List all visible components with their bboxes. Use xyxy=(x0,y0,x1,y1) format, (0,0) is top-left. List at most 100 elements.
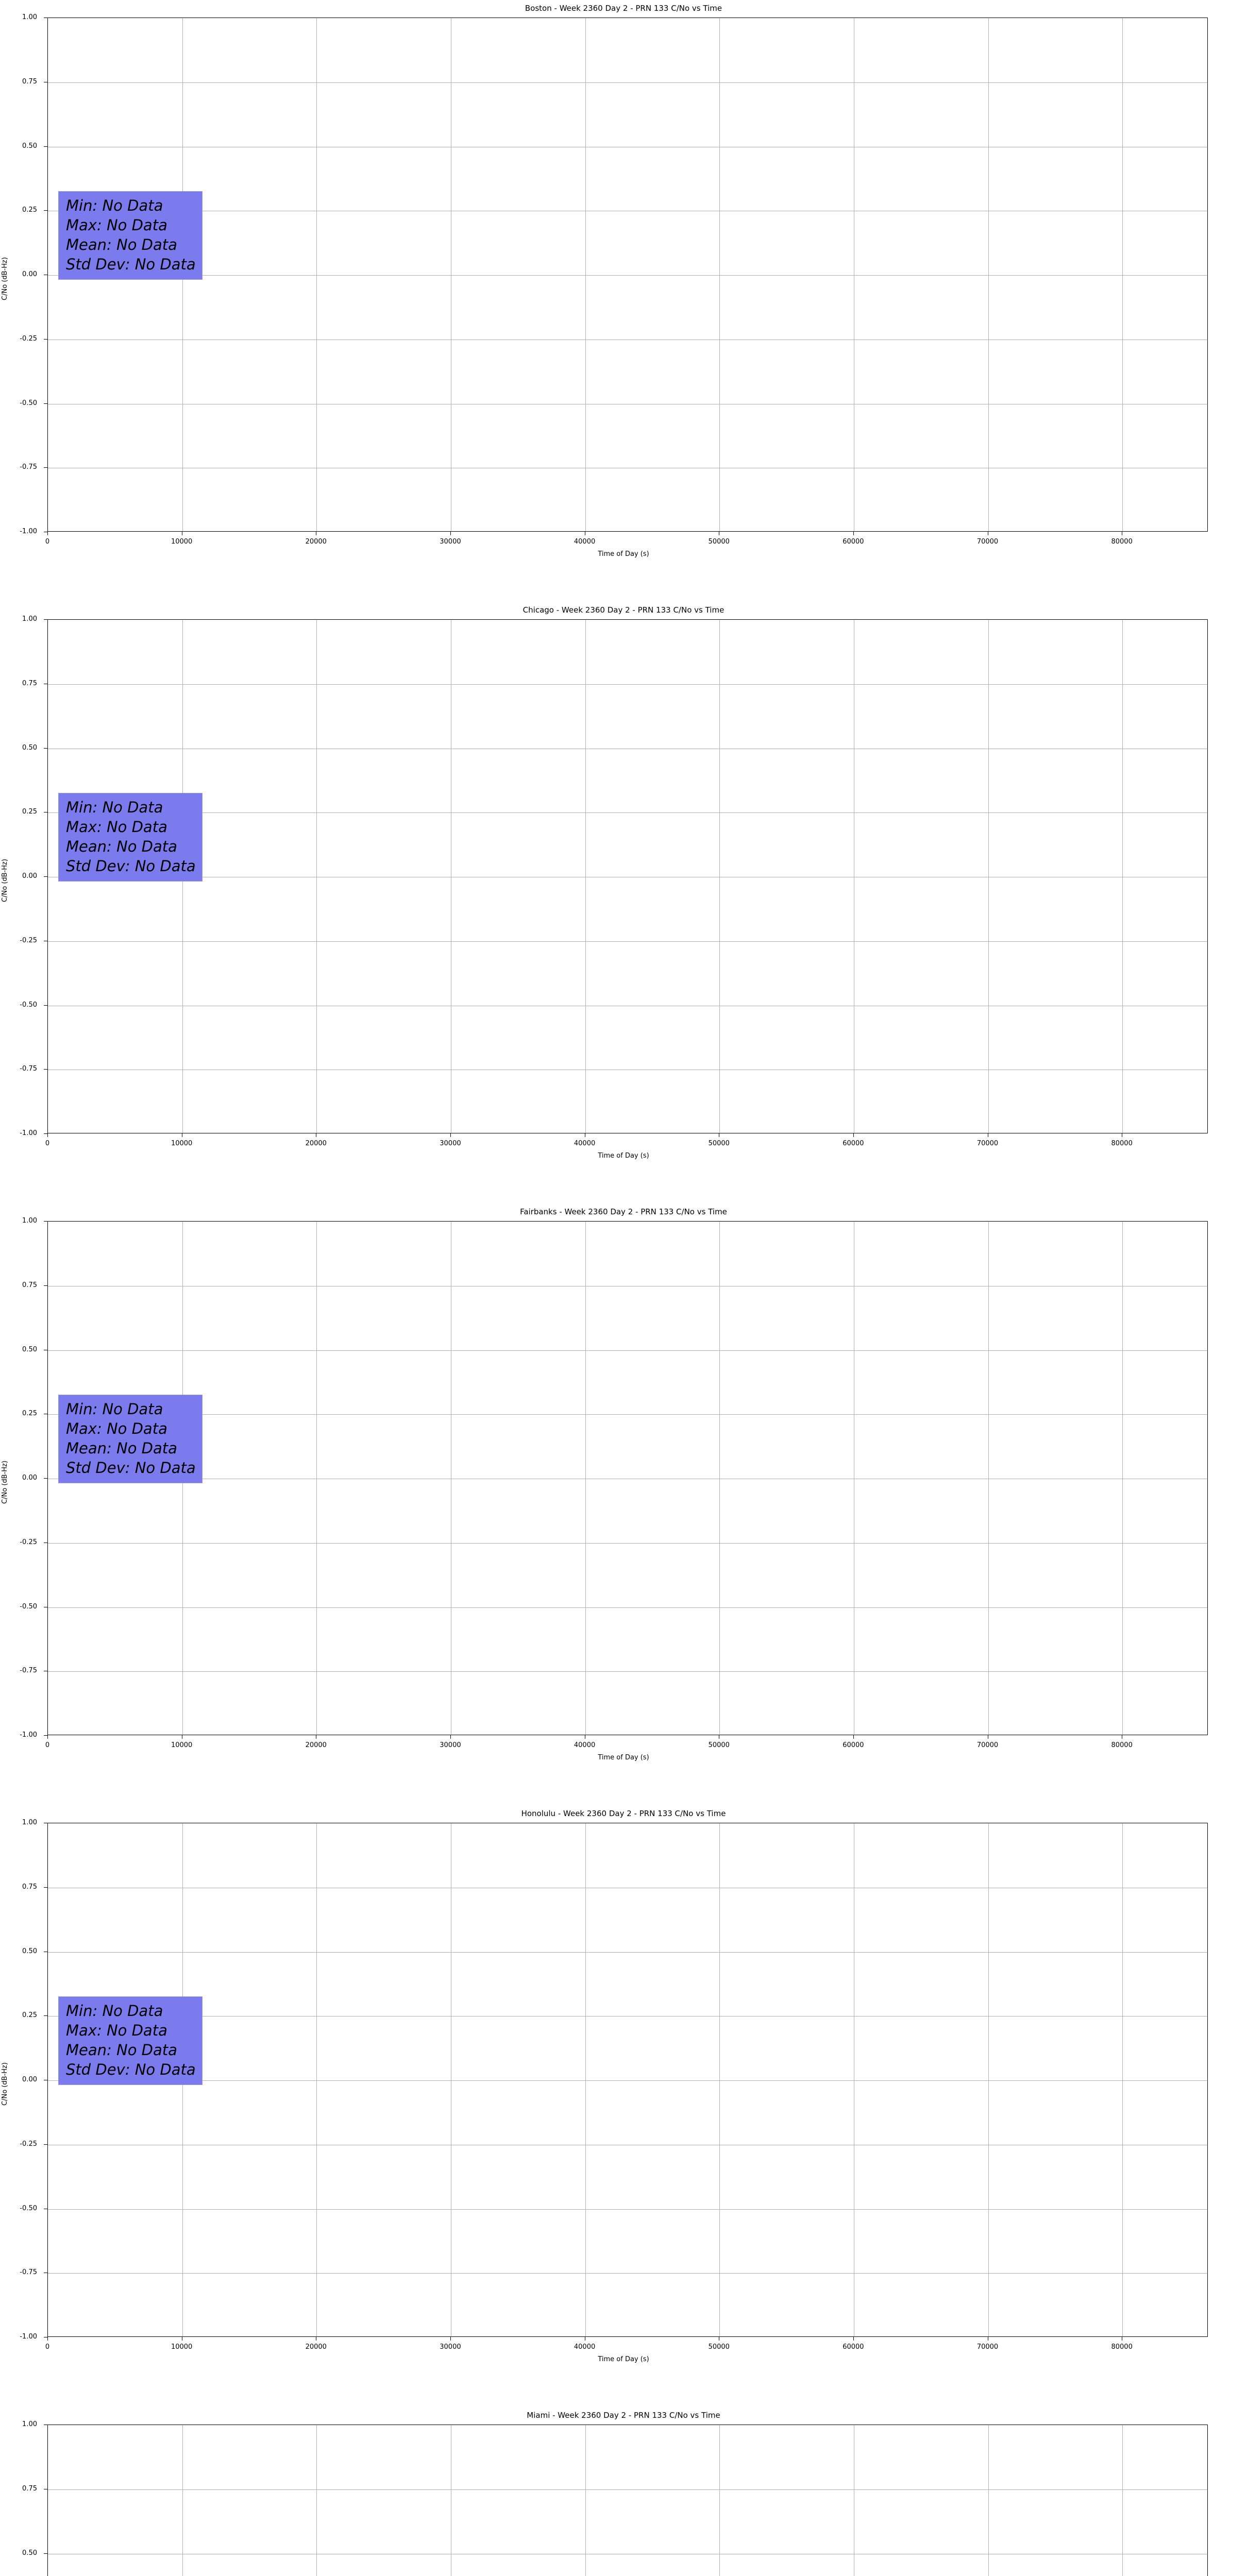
gridline-horizontal xyxy=(48,1414,1207,1415)
annotation-line-min: Min: No Data xyxy=(66,197,163,214)
chart-panel: Fairbanks - Week 2360 Day 2 - PRN 133 C/… xyxy=(0,1204,1247,1805)
y-tick-mark xyxy=(44,1221,47,1222)
annotation-line-mean: Mean: No Data xyxy=(66,838,177,855)
x-axis-label: Time of Day (s) xyxy=(598,1152,649,1160)
y-tick-label: 0.25 xyxy=(22,1410,37,1418)
y-tick-mark xyxy=(44,146,47,147)
gridline-horizontal xyxy=(48,812,1207,814)
x-tick-mark xyxy=(450,2337,451,2341)
x-tick-label: 60000 xyxy=(842,2343,864,2351)
y-tick-label: 0.75 xyxy=(22,1281,37,1289)
gridline-vertical xyxy=(1122,2425,1123,2576)
y-tick-label: -0.50 xyxy=(20,399,37,407)
y-tick-label: 0.00 xyxy=(22,2076,37,2083)
x-tick-label: 80000 xyxy=(1111,1140,1133,1147)
y-tick-mark xyxy=(44,1478,47,1479)
x-tick-label: 20000 xyxy=(305,538,327,546)
plot-area: Min: No Data Max: No Data Mean: No Data Std… xyxy=(47,1823,1208,2337)
gridline-vertical xyxy=(182,2425,183,2576)
annotation-line-max: Max: No Data xyxy=(66,216,167,234)
gridline-vertical xyxy=(585,1222,586,1735)
x-tick-label: 80000 xyxy=(1111,538,1133,546)
chart-title: Boston - Week 2360 Day 2 - PRN 133 C/No … xyxy=(525,4,722,13)
gridline-vertical xyxy=(988,2425,989,2576)
x-tick-label: 30000 xyxy=(440,1741,461,1749)
x-tick-mark xyxy=(450,1735,451,1739)
gridline-vertical xyxy=(719,18,720,531)
x-tick-label: 70000 xyxy=(976,2343,999,2351)
annotation-line-mean: Mean: No Data xyxy=(66,1439,177,1457)
gridline-horizontal xyxy=(48,684,1207,685)
y-tick-mark xyxy=(44,2144,47,2145)
y-tick-label: -1.00 xyxy=(20,1731,37,1739)
y-tick-mark xyxy=(44,1285,47,1286)
y-tick-label: -0.75 xyxy=(20,1065,37,1073)
y-tick-label: -0.75 xyxy=(20,1667,37,1675)
annotation-line-max: Max: No Data xyxy=(66,818,167,836)
chart-title: Honolulu - Week 2360 Day 2 - PRN 133 C/N… xyxy=(521,1809,726,1818)
y-tick-label: -0.25 xyxy=(20,2140,37,2148)
chart-title: Miami - Week 2360 Day 2 - PRN 133 C/No v… xyxy=(527,2411,720,2420)
gridline-vertical xyxy=(585,18,586,531)
y-tick-label: 0.50 xyxy=(22,142,37,150)
y-tick-mark xyxy=(44,2553,47,2554)
x-tick-mark xyxy=(47,2337,48,2341)
y-tick-mark xyxy=(44,1735,47,1736)
gridline-vertical xyxy=(316,18,317,531)
x-tick-label: 30000 xyxy=(440,2343,461,2351)
y-tick-label: 0.50 xyxy=(22,1947,37,1955)
annotation-line-min: Min: No Data xyxy=(66,2002,163,2020)
annotation-line-std: Std Dev: No Data xyxy=(66,256,196,273)
annotation-line-std: Std Dev: No Data xyxy=(66,857,196,875)
x-tick-label: 20000 xyxy=(305,1741,327,1749)
gridline-horizontal xyxy=(48,941,1207,942)
y-axis-label: C/No (dB-Hz) xyxy=(1,257,9,300)
gridline-vertical xyxy=(1122,1222,1123,1735)
x-tick-label: 10000 xyxy=(171,1140,193,1147)
gridline-vertical xyxy=(1122,620,1123,1133)
y-tick-label: 1.00 xyxy=(22,615,37,623)
x-tick-label: 50000 xyxy=(708,538,730,546)
gridline-horizontal xyxy=(48,2489,1207,2490)
y-tick-label: -0.75 xyxy=(20,2268,37,2277)
x-tick-label: 20000 xyxy=(305,2343,327,2351)
gridline-horizontal xyxy=(48,82,1207,83)
x-tick-label: 60000 xyxy=(842,538,864,546)
y-tick-mark xyxy=(44,1069,47,1070)
x-tick-mark xyxy=(853,532,854,535)
x-tick-label: 40000 xyxy=(574,538,596,546)
x-tick-label: 10000 xyxy=(171,1741,193,1749)
y-tick-label: -0.25 xyxy=(20,936,37,944)
x-tick-label: 60000 xyxy=(842,1140,864,1147)
annotation-line-std: Std Dev: No Data xyxy=(66,2061,196,2078)
x-axis-label: Time of Day (s) xyxy=(598,550,649,558)
gridline-horizontal xyxy=(48,1607,1207,1608)
x-axis-label: Time of Day (s) xyxy=(598,1754,649,1761)
gridline-vertical xyxy=(1122,18,1123,531)
gridline-vertical xyxy=(988,1823,989,2336)
gridline-horizontal xyxy=(48,2209,1207,2210)
y-tick-mark xyxy=(44,748,47,749)
y-tick-mark xyxy=(44,2015,47,2016)
gridline-vertical xyxy=(719,1823,720,2336)
y-tick-label: -0.25 xyxy=(20,334,37,343)
y-tick-label: 1.00 xyxy=(22,1819,37,1826)
no-data-annotation: Min: No Data Max: No Data Mean: No Data Std… xyxy=(58,1395,203,1483)
y-tick-label: -0.50 xyxy=(20,1001,37,1009)
y-tick-label: -1.00 xyxy=(20,1129,37,1137)
annotation-line-min: Min: No Data xyxy=(66,799,163,816)
gridline-vertical xyxy=(316,620,317,1133)
y-axis-label: C/No (dB-Hz) xyxy=(1,1461,9,1504)
x-tick-label: 50000 xyxy=(708,1741,730,1749)
x-tick-label: 70000 xyxy=(976,1140,999,1147)
x-tick-mark xyxy=(450,532,451,535)
y-tick-label: 1.00 xyxy=(22,13,37,21)
gridline-vertical xyxy=(316,1823,317,2336)
x-tick-mark xyxy=(47,1133,48,1137)
plot-area: Min: No Data Max: No Data Mean: No Data Std… xyxy=(47,1221,1208,1735)
y-tick-label: 0.50 xyxy=(22,743,37,752)
no-data-annotation: Min: No Data Max: No Data Mean: No Data Std… xyxy=(58,793,203,882)
y-tick-label: 0.00 xyxy=(22,872,37,880)
annotation-line-mean: Mean: No Data xyxy=(66,2041,177,2059)
